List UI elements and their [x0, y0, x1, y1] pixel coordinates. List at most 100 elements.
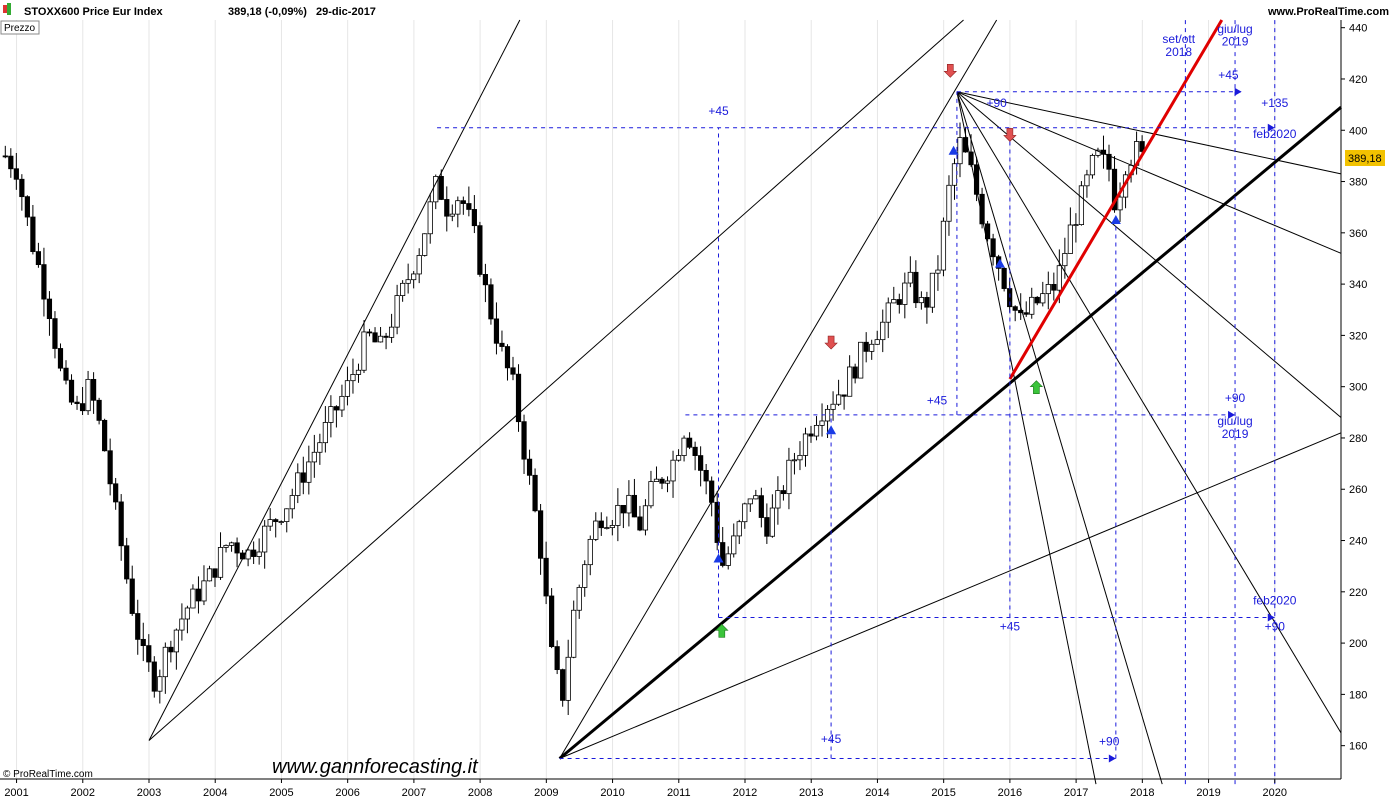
guide-annotation: +45 — [1000, 619, 1021, 633]
candle-body — [664, 480, 671, 484]
candle-body — [151, 661, 157, 692]
y-tick-label: 220 — [1349, 587, 1367, 599]
candle-body — [852, 366, 858, 379]
candle-body — [510, 367, 516, 375]
gann-line — [956, 91, 1097, 785]
y-tick-label: 380 — [1349, 177, 1367, 189]
candle-body — [598, 520, 604, 529]
gann-line — [956, 91, 1342, 418]
guide-annotation: 2018 — [1165, 45, 1192, 59]
candle-body — [957, 137, 963, 165]
candle-body — [885, 302, 891, 323]
candle-body — [295, 472, 301, 496]
candle-body — [863, 341, 869, 352]
gann-line — [148, 19, 521, 741]
candle-body — [212, 568, 218, 578]
guide-annotation: giu/lug — [1217, 22, 1252, 36]
candle-body — [537, 510, 544, 559]
candle-body — [46, 298, 53, 320]
guide-arrowhead — [1234, 87, 1242, 96]
candle-body — [234, 542, 240, 554]
y-tick-label: 160 — [1349, 741, 1367, 753]
candle-body — [146, 645, 152, 663]
down-arrow-icon — [1003, 128, 1017, 142]
candle-body — [681, 437, 687, 456]
candle-body — [460, 200, 466, 204]
candle-body — [1078, 185, 1085, 226]
candle-body — [1034, 296, 1040, 304]
candle-body — [830, 403, 836, 410]
chart-logo-icon-bar — [7, 3, 11, 15]
y-tick-label: 320 — [1349, 330, 1367, 342]
candles-layer — [2, 122, 1145, 716]
x-tick-label: 2013 — [799, 787, 823, 799]
candle-body — [118, 501, 124, 547]
y-tick-label: 400 — [1349, 125, 1367, 137]
candle-body — [311, 451, 317, 463]
candle-body — [278, 521, 284, 523]
candle-body — [924, 297, 930, 308]
candle-body — [102, 419, 108, 452]
trend-line-thick — [558, 106, 1342, 760]
candle-body — [968, 151, 974, 166]
candle-body — [85, 378, 91, 412]
x-tick-label: 2008 — [468, 787, 492, 799]
candle-body — [206, 568, 213, 582]
candle-body — [686, 437, 693, 448]
candle-body — [350, 374, 356, 382]
candle-body — [543, 557, 549, 597]
candle-body — [946, 184, 952, 222]
candle-body — [8, 155, 14, 170]
guide-annotation: +45 — [821, 732, 842, 746]
x-tick-label: 2009 — [534, 787, 558, 799]
candle-body — [328, 406, 334, 423]
candle-body — [1117, 196, 1123, 211]
candle-body — [482, 274, 489, 286]
candle-body — [742, 503, 748, 523]
grid-layer — [16, 20, 1276, 779]
candle-body — [1139, 141, 1145, 152]
candle-body — [96, 399, 102, 421]
down-arrow-icon — [943, 63, 958, 78]
candle-body — [190, 588, 196, 609]
guide-annotation: giu/lug — [1217, 414, 1252, 428]
candle-body — [720, 542, 726, 566]
candle-body — [245, 549, 251, 560]
candle-body — [79, 403, 86, 412]
candle-body — [609, 525, 615, 529]
candle-body — [74, 401, 80, 405]
candle-body — [433, 176, 439, 203]
x-tick-label: 2003 — [137, 787, 161, 799]
guide-annotation: +90 — [986, 96, 1007, 110]
guide-arrowhead — [1267, 123, 1275, 132]
candle-body — [747, 498, 753, 505]
candle-body — [521, 421, 527, 460]
candle-body — [560, 669, 566, 701]
candle-body — [698, 455, 704, 471]
candle-body — [786, 459, 792, 495]
gann-line — [559, 19, 998, 759]
last-price-label: 389,18 — [1348, 153, 1382, 165]
panel-label-box[interactable] — [0, 20, 40, 35]
guide-annotation: +45 — [927, 394, 948, 408]
candle-body — [731, 535, 737, 555]
candle-body — [1051, 284, 1057, 291]
x-tick-label: 2019 — [1196, 787, 1220, 799]
candle-body — [256, 551, 262, 557]
candle-body — [780, 490, 787, 495]
candle-body — [758, 495, 764, 518]
candle-body — [587, 538, 593, 566]
blue-triangle-marker — [713, 553, 724, 563]
candle-body — [990, 238, 996, 258]
candle-body — [615, 504, 621, 526]
candle-body — [361, 331, 367, 371]
candle-body — [90, 378, 97, 401]
candle-body — [377, 335, 384, 343]
candle-body — [808, 433, 814, 437]
candle-body — [835, 394, 842, 405]
candle-body — [372, 332, 378, 343]
candle-body — [322, 422, 328, 444]
candle-body — [703, 469, 709, 482]
